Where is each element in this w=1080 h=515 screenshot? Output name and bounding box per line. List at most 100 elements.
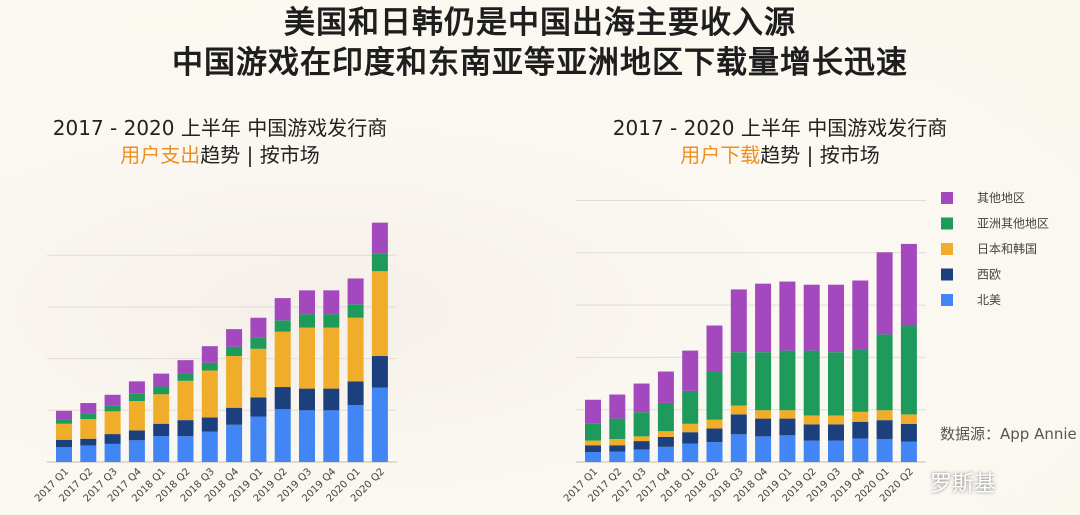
bar-segment-1-8: [779, 418, 796, 436]
bar-segment-0-7: [226, 424, 243, 462]
bar-segment-1-3: [657, 436, 674, 447]
bar-segment-1-9: [803, 415, 820, 425]
bar-segment-0-6: [201, 362, 218, 371]
bar-segment-0-11: [323, 290, 340, 315]
bar-segment-0-3: [128, 381, 145, 394]
legend-label: 北美: [977, 293, 1001, 307]
bar-segment-1-0: [585, 452, 601, 462]
bar-segment-1-5: [706, 442, 723, 462]
bar-segment-1-11: [852, 349, 869, 412]
bar-segment-0-1: [80, 403, 97, 414]
bar-segment-1-12: [876, 410, 893, 421]
bar-segment-0-13: [371, 387, 388, 462]
right-chart-title: 2017 - 2020 上半年 中国游戏发行商 用户下载趋势 | 按市场: [560, 115, 1000, 169]
bar-segment-1-13: [900, 326, 917, 415]
bar-segment-0-9: [274, 387, 291, 410]
bar-segment-1-10: [828, 415, 844, 425]
bar-segment-1-13: [900, 423, 917, 442]
right-chart-title-rest: 趋势 | 按市场: [760, 143, 880, 167]
bar-segment-1-3: [657, 371, 674, 403]
legend-label: 其他地区: [977, 191, 1025, 205]
bar-segment-0-6: [201, 417, 218, 432]
bar-segment-0-13: [371, 222, 388, 254]
bar-segment-1-9: [803, 284, 820, 351]
bar-segment-0-11: [323, 388, 340, 411]
bar-segment-0-4: [153, 394, 170, 424]
bar-segment-0-11: [323, 410, 340, 462]
bar-segment-0-10: [299, 410, 315, 462]
legend-label: 亚洲其他地区: [977, 217, 1049, 231]
bar-segment-0-1: [80, 445, 97, 462]
bar-segment-0-8: [250, 416, 267, 462]
left-chart-title: 2017 - 2020 上半年 中国游戏发行商 用户支出趋势 | 按市场: [0, 115, 440, 169]
bar-segment-1-9: [803, 424, 820, 441]
bar-segment-1-11: [852, 280, 869, 350]
bar-segment-1-9: [803, 350, 820, 416]
bar-segment-0-5: [177, 420, 194, 437]
data-source: 数据源：App Annie: [940, 425, 1077, 443]
bar-segment-1-12: [876, 334, 893, 411]
bar-segment-0-1: [80, 413, 97, 420]
bar-segment-1-2: [633, 449, 650, 462]
bar-segment-0-0: [56, 423, 72, 440]
bar-segment-1-11: [852, 411, 869, 422]
bar-segment-0-6: [201, 346, 218, 363]
bar-segment-0-0: [56, 410, 72, 420]
bar-segment-0-13: [371, 271, 388, 357]
bar-segment-1-12: [876, 252, 893, 335]
bar-segment-0-8: [250, 337, 267, 349]
bar-segment-0-5: [177, 380, 194, 421]
bar-segment-0-9: [274, 320, 291, 332]
bar-segment-0-2: [104, 434, 121, 444]
left-chart-title-rest: 趋势 | 按市场: [200, 143, 320, 167]
bar-segment-1-10: [828, 424, 844, 441]
bar-segment-0-1: [80, 438, 97, 446]
bar-segment-0-7: [226, 346, 243, 357]
bar-segment-0-8: [250, 348, 267, 398]
bar-segment-0-13: [371, 253, 388, 272]
bar-segment-0-13: [371, 356, 388, 388]
bar-segment-1-2: [633, 383, 650, 413]
bar-segment-0-10: [299, 327, 315, 389]
bar-segment-0-2: [104, 405, 121, 412]
right-chart-title-line1: 2017 - 2020 上半年 中国游戏发行商: [612, 116, 948, 140]
bar-segment-1-12: [876, 438, 893, 462]
bar-segment-0-1: [80, 419, 97, 439]
bar-segment-0-4: [153, 436, 170, 462]
bar-segment-1-10: [828, 284, 844, 353]
bar-segment-0-9: [274, 409, 291, 462]
bar-segment-1-1: [609, 418, 626, 439]
left-chart-title-highlight: 用户支出: [120, 143, 201, 167]
bar-segment-0-3: [128, 430, 145, 441]
bar-segment-1-11: [852, 421, 869, 439]
legend-label: 西欧: [977, 268, 1001, 282]
bar-segment-0-0: [56, 447, 72, 462]
bar-segment-1-6: [730, 434, 747, 462]
bar-segment-1-5: [706, 371, 723, 420]
bar-segment-1-7: [755, 352, 772, 411]
bar-segment-1-8: [779, 435, 796, 462]
bar-segment-1-5: [706, 325, 723, 372]
bar-segment-0-11: [323, 327, 340, 389]
bar-segment-1-3: [657, 431, 674, 437]
bar-segment-1-11: [852, 438, 869, 462]
bar-segment-0-11: [323, 314, 340, 328]
bar-segment-1-4: [682, 432, 699, 444]
bar-segment-1-1: [609, 394, 626, 419]
bar-segment-0-6: [201, 431, 218, 462]
bar-segment-1-4: [682, 443, 699, 462]
bar-segment-0-5: [177, 373, 194, 381]
bar-segment-1-7: [755, 418, 772, 437]
bar-segment-0-4: [153, 373, 170, 387]
legend-swatch: [941, 268, 953, 281]
bar-segment-0-8: [250, 317, 267, 338]
bar-segment-1-3: [657, 402, 674, 432]
bar-segment-1-8: [779, 281, 796, 351]
bar-segment-0-4: [153, 423, 170, 437]
bar-segment-0-2: [104, 394, 121, 406]
bar-segment-0-2: [104, 411, 121, 435]
bar-segment-1-7: [755, 410, 772, 419]
bar-segment-0-9: [274, 331, 291, 388]
bar-segment-1-2: [633, 412, 650, 437]
